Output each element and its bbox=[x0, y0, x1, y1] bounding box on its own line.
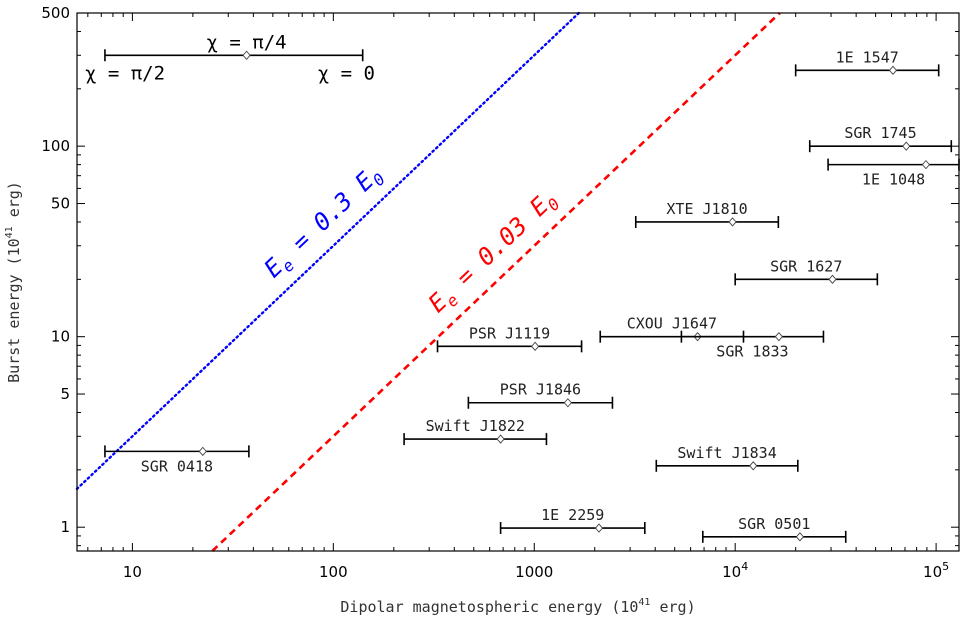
data-point: PSR J1846 bbox=[467, 381, 614, 409]
diamond-marker bbox=[496, 434, 505, 444]
data-point: XTE J1810 bbox=[634, 200, 780, 228]
reference-line-label: Ee = 0.03 E0 bbox=[423, 185, 564, 321]
legend-label: χ = 0 bbox=[318, 62, 375, 84]
source-label: XTE J1810 bbox=[666, 200, 747, 218]
data-point: SGR 0418 bbox=[104, 445, 250, 475]
diamond-marker bbox=[828, 274, 837, 285]
y-tick-label: 50 bbox=[51, 195, 70, 213]
diamond-marker bbox=[902, 141, 911, 151]
legend-label: χ = π/2 bbox=[85, 62, 165, 84]
source-label: Swift J1834 bbox=[677, 444, 776, 462]
y-tick-label: 100 bbox=[41, 137, 70, 155]
source-label: SGR 1833 bbox=[716, 343, 788, 361]
source-label: SGR 0501 bbox=[738, 515, 810, 533]
data-point: 1E 1048 bbox=[827, 158, 960, 189]
diamond-marker bbox=[888, 65, 898, 76]
data-point: 1E 2259 bbox=[499, 506, 646, 535]
data-point: PSR J1119 bbox=[436, 324, 583, 353]
diamond-marker bbox=[563, 398, 572, 408]
legend: χ = π/4 χ = π/2 χ = 0 bbox=[85, 31, 375, 84]
x-tick-label: 1000 bbox=[515, 563, 553, 581]
data-point: Swift J1834 bbox=[655, 444, 799, 472]
y-tick-label: 500 bbox=[41, 4, 70, 22]
diamond-marker bbox=[728, 217, 737, 227]
diamond-marker bbox=[921, 159, 931, 170]
diamond-marker bbox=[795, 532, 805, 542]
data-point: SGR 1627 bbox=[734, 257, 879, 286]
y-axis-label: Burst energy (1041 erg) bbox=[4, 181, 23, 383]
y-tick-label: 1 bbox=[60, 518, 70, 536]
data-point: CXOU J1647 bbox=[599, 315, 745, 343]
source-label: 1E 2259 bbox=[541, 506, 604, 524]
axes: 10 100 1000 104 105 1 5 10 50 100 500 bbox=[41, 4, 959, 581]
reference-line-label: Ee = 0.3 E0 bbox=[259, 160, 389, 286]
data-point: SGR 1833 bbox=[680, 330, 825, 361]
data-point: SGR 1745 bbox=[808, 124, 953, 153]
x-tick-label: 104 bbox=[722, 560, 748, 581]
diamond-marker bbox=[531, 341, 540, 352]
source-label: SGR 0418 bbox=[141, 457, 213, 475]
x-tick-label: 105 bbox=[923, 560, 949, 581]
diamond-marker bbox=[594, 523, 604, 533]
source-label: PSR J1846 bbox=[500, 381, 581, 399]
data-point: SGR 0501 bbox=[701, 515, 847, 543]
legend-label: χ = π/4 bbox=[207, 31, 287, 53]
source-label: PSR J1119 bbox=[469, 324, 550, 342]
source-label: 1E 1048 bbox=[862, 171, 925, 189]
reference-line bbox=[75, 11, 581, 491]
x-tick-label: 100 bbox=[319, 563, 348, 581]
diamond-marker bbox=[774, 331, 783, 342]
source-label: CXOU J1647 bbox=[627, 315, 717, 333]
x-axis-label: Dipolar magnetospheric energy (1041 erg) bbox=[340, 597, 695, 616]
source-label: Swift J1822 bbox=[426, 417, 525, 435]
source-label: SGR 1627 bbox=[770, 257, 842, 275]
diamond-marker bbox=[749, 461, 758, 471]
y-tick-label: 10 bbox=[51, 328, 70, 346]
diamond-marker bbox=[198, 446, 207, 457]
data-points: SGR 0418 Swift J1822 PSR J1846 PSR J1119 1E … bbox=[104, 48, 960, 543]
data-point: 1E 1547 bbox=[794, 48, 940, 77]
x-tick-label: 10 bbox=[123, 563, 142, 581]
source-label: 1E 1547 bbox=[836, 48, 899, 66]
reference-line bbox=[211, 12, 781, 552]
data-point: Swift J1822 bbox=[403, 417, 548, 446]
y-tick-label: 5 bbox=[60, 385, 70, 403]
plot-frame bbox=[76, 12, 960, 552]
source-label: SGR 1745 bbox=[844, 124, 916, 142]
legend-marker bbox=[242, 50, 251, 60]
